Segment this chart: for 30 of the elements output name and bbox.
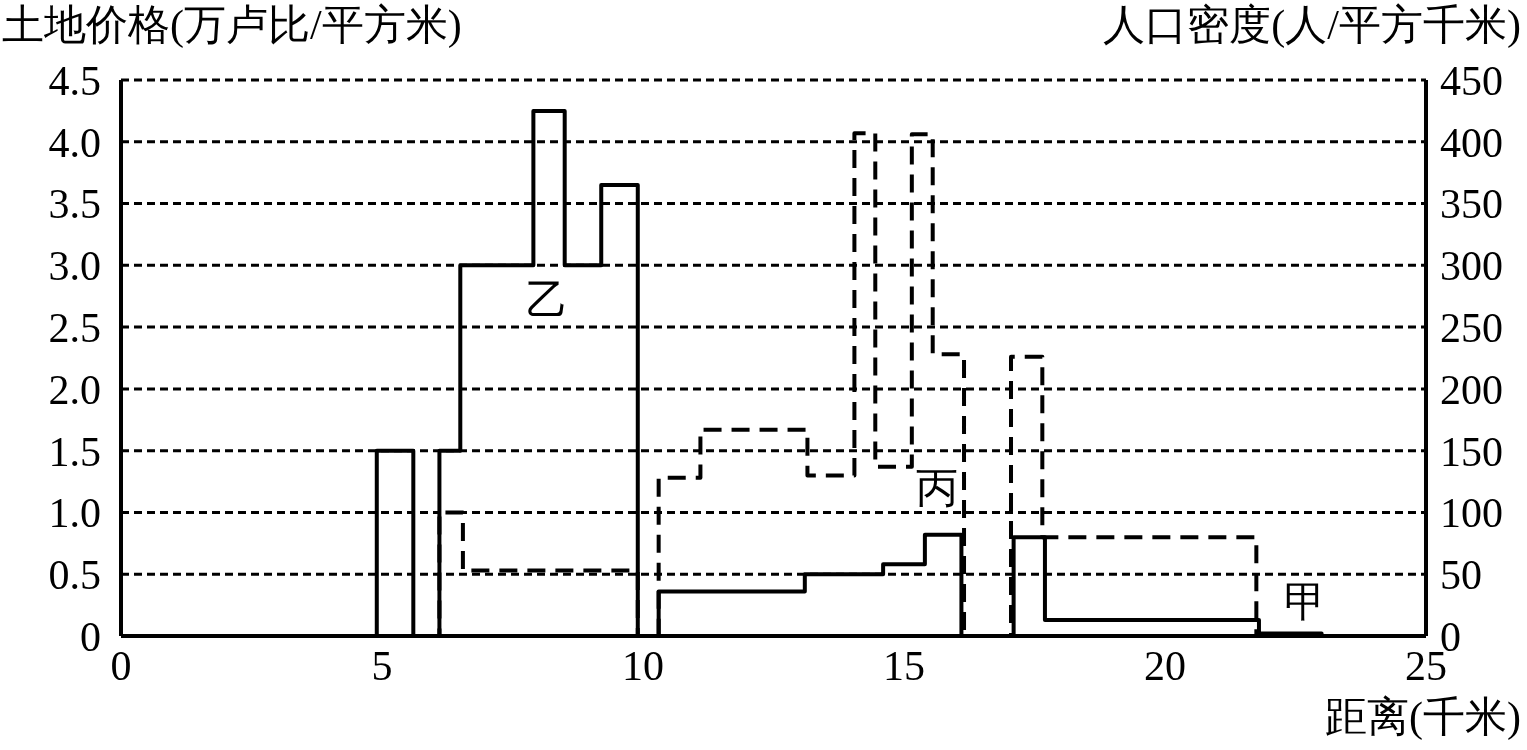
x-tick-label: 0 xyxy=(110,642,132,689)
annotation: 乙 xyxy=(526,277,568,323)
x-tick-label: 15 xyxy=(883,642,925,689)
y2-tick-label: 100 xyxy=(1440,490,1503,537)
annotation: 甲 xyxy=(1284,579,1326,625)
y2-tick-label: 450 xyxy=(1440,57,1503,104)
y2-tick-label: 300 xyxy=(1440,243,1503,290)
y2-tick-label: 350 xyxy=(1440,181,1503,228)
y2-tick-label: 400 xyxy=(1440,119,1503,166)
annotation: 丙 xyxy=(916,465,958,511)
x-tick-label: 10 xyxy=(622,642,664,689)
y-tick-label: 3.5 xyxy=(48,181,101,228)
x-axis-title: 距离(千米) xyxy=(1325,694,1521,740)
y2-tick-label: 250 xyxy=(1440,305,1503,352)
y2-tick-label: 50 xyxy=(1440,552,1482,599)
y-tick-label: 1.0 xyxy=(48,490,101,537)
y-tick-label: 2.0 xyxy=(48,366,101,413)
x-tick-label: 5 xyxy=(371,642,393,689)
y-tick-label: 4.5 xyxy=(48,57,101,104)
y-tick-label: 2.5 xyxy=(48,305,101,352)
y-tick-label: 0 xyxy=(80,613,101,660)
x-tick-label: 20 xyxy=(1144,642,1186,689)
y-tick-label: 3.0 xyxy=(48,243,101,290)
y2-axis-title: 人口密度(人/平方千米) xyxy=(1103,2,1521,48)
y2-tick-label: 200 xyxy=(1440,366,1503,413)
y-axis-title: 土地价格(万卢比/平方米) xyxy=(2,2,462,48)
y-tick-label: 1.5 xyxy=(48,428,101,475)
y2-tick-label: 150 xyxy=(1440,428,1503,475)
y-tick-label: 4.0 xyxy=(48,119,101,166)
y-tick-label: 0.5 xyxy=(48,552,101,599)
